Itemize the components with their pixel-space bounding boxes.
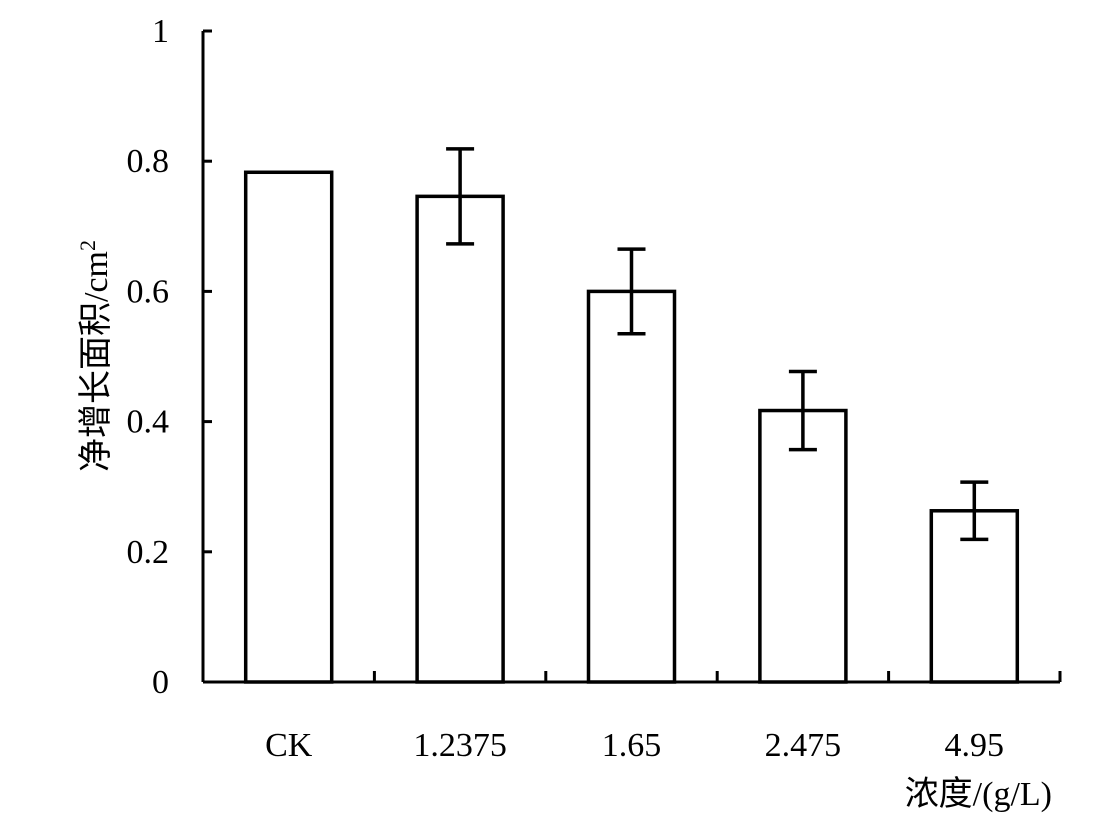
y-axis-title-superscript: 2	[75, 240, 100, 251]
bar	[758, 408, 848, 684]
bar	[415, 194, 505, 684]
x-tick-label: 2.475	[765, 727, 842, 764]
y-tick-label: 0.8	[127, 143, 170, 180]
y-tick-label: 0.6	[127, 273, 170, 310]
x-tick-label: CK	[265, 727, 313, 764]
error-bar	[788, 369, 817, 452]
x-ticks: CK 1.2375 1.65 2.475 4.95	[265, 671, 1062, 764]
x-tick-label: 1.2375	[413, 727, 507, 764]
error-bar	[446, 147, 475, 246]
x-axis-title: 浓度/(g/L)	[905, 775, 1052, 813]
y-tick-label: 0	[152, 664, 169, 701]
x-tick-label: 4.95	[945, 727, 1005, 764]
error-bars-layer	[446, 147, 989, 542]
bar	[243, 170, 334, 684]
y-axis-title-main: 净增长面积/cm	[77, 251, 115, 472]
error-bar	[960, 480, 989, 542]
x-tick-label: 1.65	[602, 727, 662, 764]
axes-layer	[201, 31, 1060, 684]
y-ticks: 0 0.2 0.4 0.6 0.8 1	[127, 13, 212, 701]
y-tick-label: 0.4	[127, 404, 170, 441]
y-tick-label: 1	[152, 13, 169, 50]
error-bar	[617, 247, 646, 336]
bar	[586, 289, 677, 684]
y-axis-title: 净增长面积/cm2	[75, 240, 115, 472]
y-tick-label: 0.2	[127, 534, 170, 571]
